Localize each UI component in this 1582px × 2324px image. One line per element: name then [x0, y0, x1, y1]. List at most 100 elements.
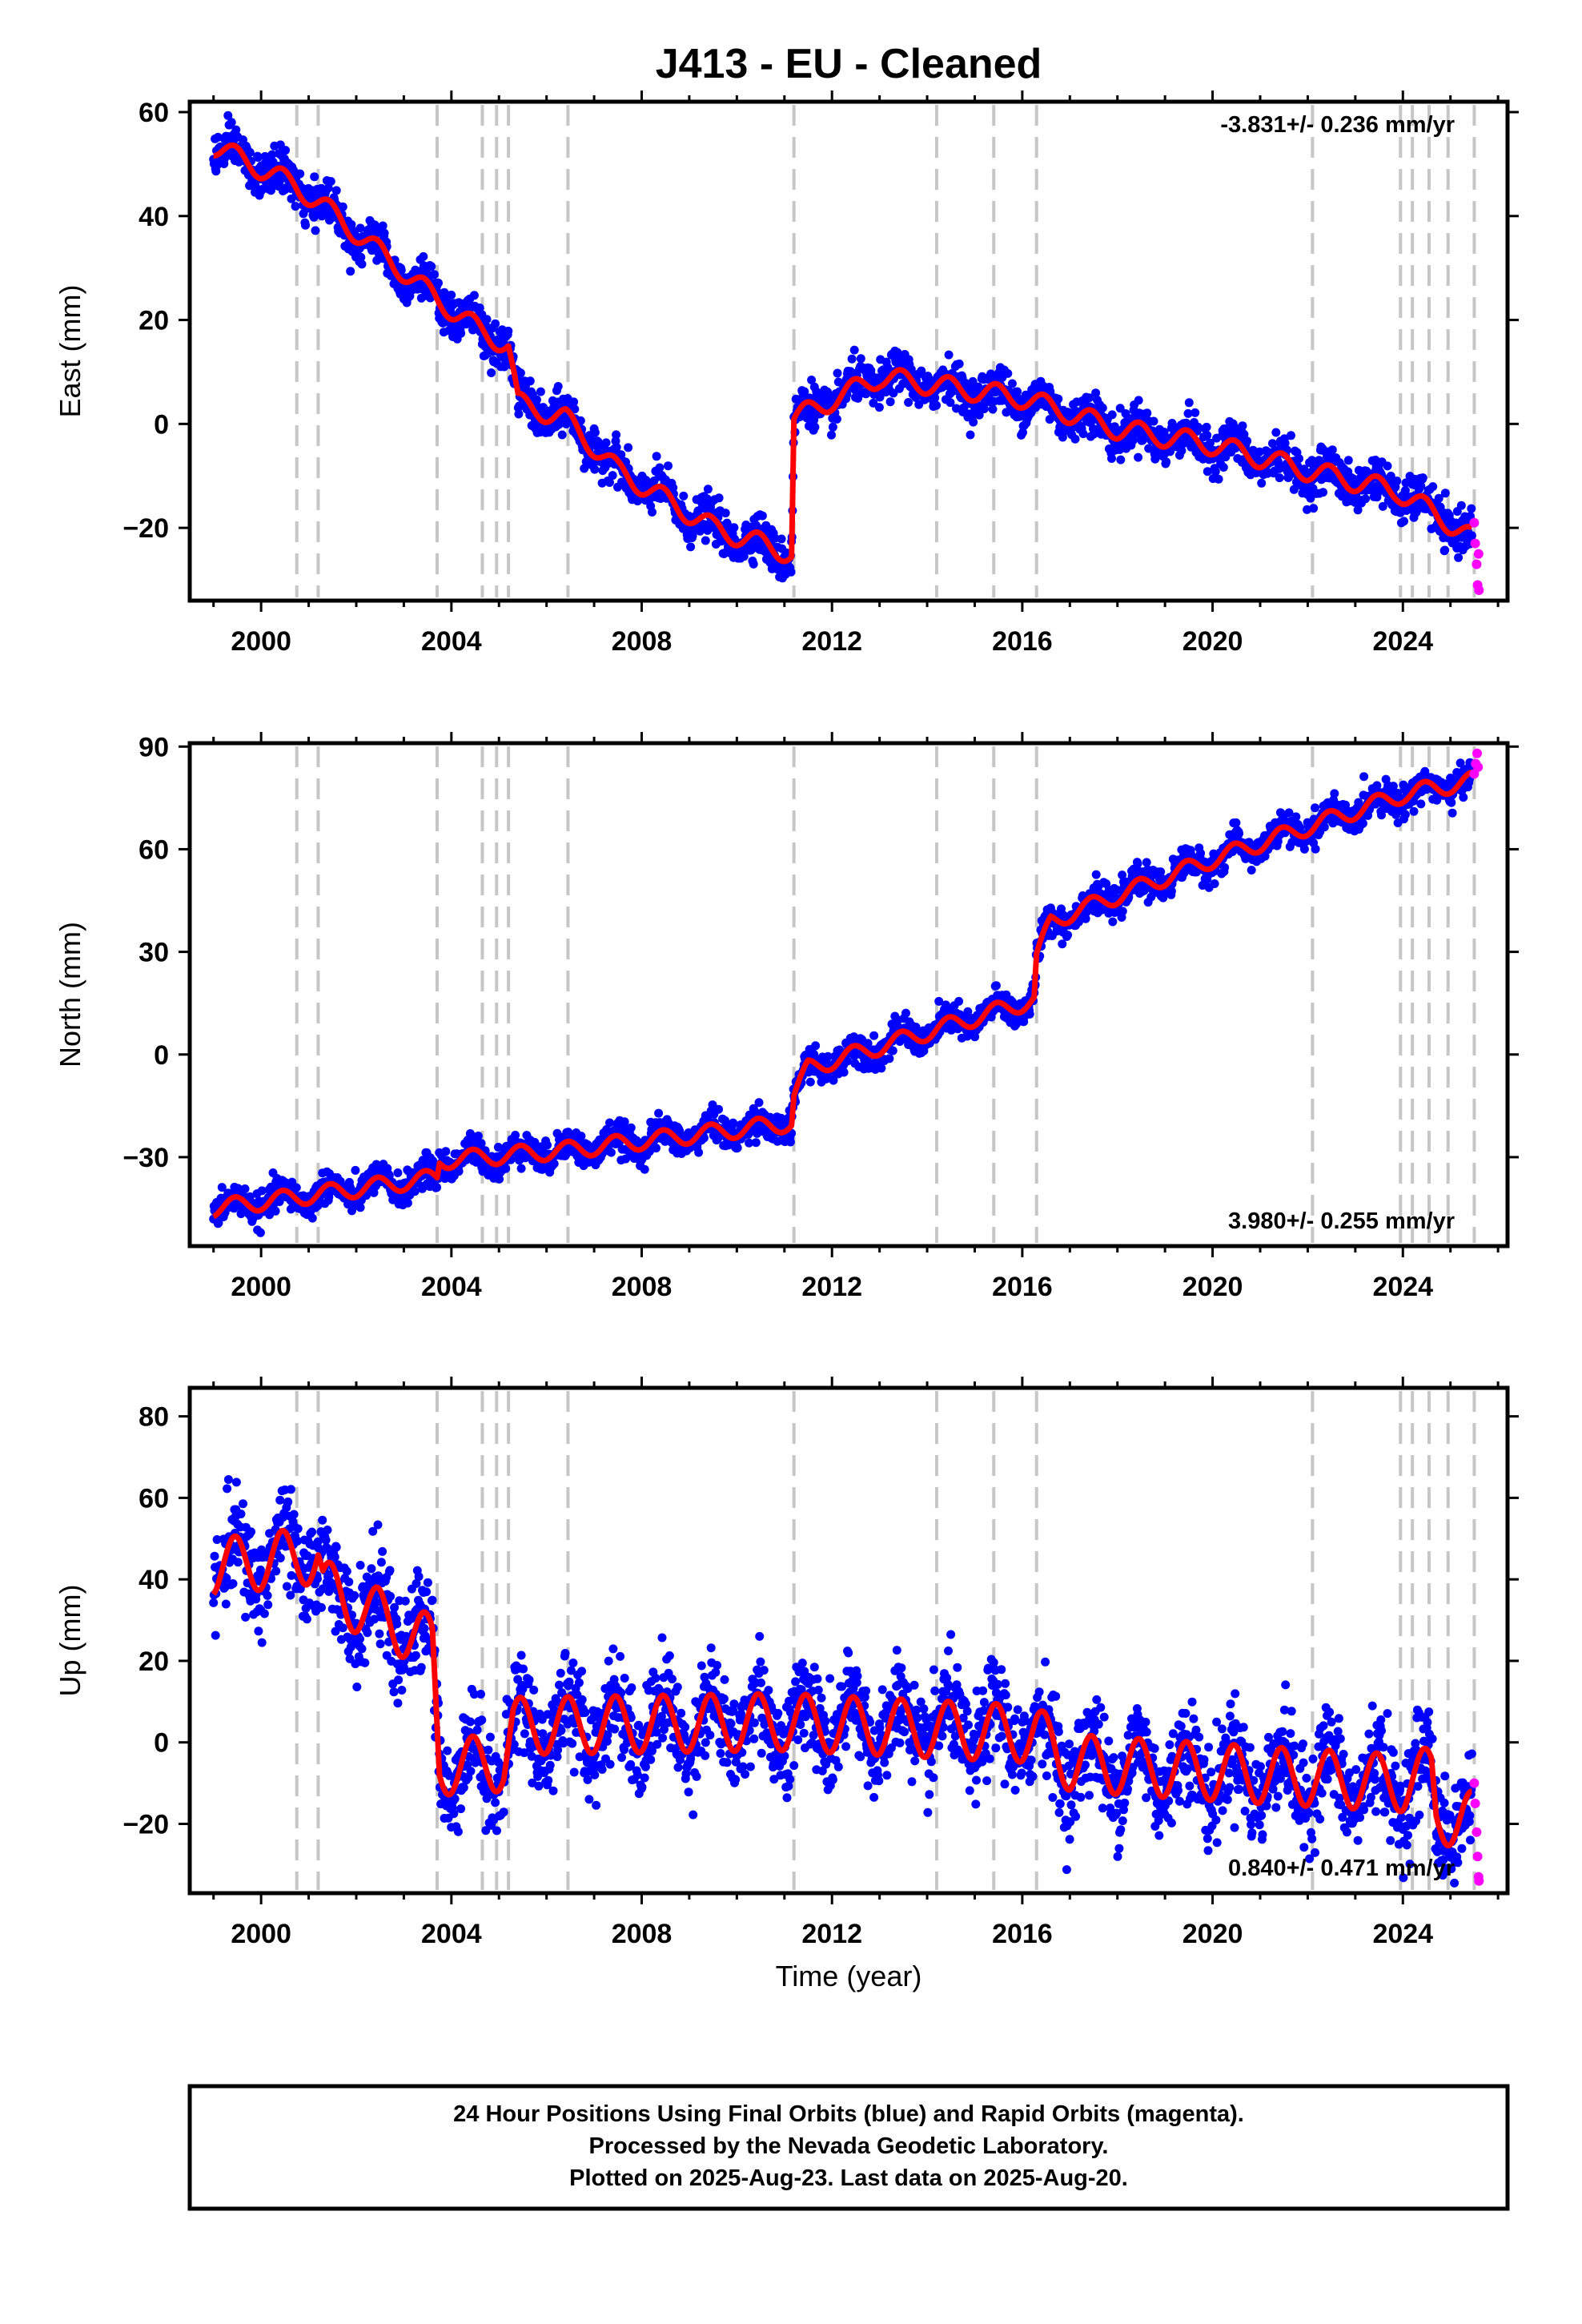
- data-point: [648, 508, 656, 517]
- data-point: [640, 1164, 649, 1174]
- data-point: [553, 382, 563, 391]
- data-point: [514, 409, 524, 419]
- data-point: [1295, 454, 1303, 464]
- data-point: [885, 397, 895, 407]
- data-point: [1383, 461, 1392, 471]
- data-point: [295, 169, 305, 179]
- data-point: [355, 223, 365, 233]
- data-point: [1327, 445, 1337, 455]
- data-point: [393, 1168, 403, 1177]
- data-point: [267, 186, 275, 195]
- data-point: [1108, 917, 1118, 927]
- rapid-point: [1474, 585, 1484, 595]
- data-point: [1203, 431, 1212, 440]
- data-point: [1191, 408, 1200, 417]
- x-tick-label: 2004: [421, 626, 482, 657]
- data-point: [223, 111, 233, 120]
- data-point: [219, 154, 229, 163]
- x-tick-label: 2012: [801, 626, 862, 657]
- data-point: [1128, 436, 1138, 445]
- data-point: [777, 534, 786, 544]
- x-tick-label: 2024: [1372, 626, 1433, 657]
- data-point: [1399, 517, 1408, 526]
- rapid-point: [1473, 549, 1484, 559]
- data-point: [271, 1206, 280, 1216]
- data-point: [240, 1184, 250, 1193]
- x-tick-label: 2008: [612, 626, 673, 657]
- data-point: [1440, 545, 1450, 555]
- y-tick-label: 60: [139, 98, 169, 128]
- data-point: [231, 125, 241, 135]
- data-point: [1107, 410, 1117, 420]
- data-point: [1418, 473, 1427, 483]
- data-point: [432, 1183, 442, 1192]
- data-point: [1309, 504, 1319, 513]
- data-point: [347, 219, 356, 229]
- data-point: [686, 542, 696, 552]
- data-point: [1118, 907, 1127, 916]
- data-point: [626, 1123, 636, 1132]
- data-point: [267, 150, 277, 159]
- data-point: [504, 326, 513, 336]
- data-point: [227, 118, 236, 127]
- data-point: [988, 404, 998, 414]
- data-point: [847, 354, 857, 364]
- data-point: [1428, 482, 1438, 492]
- data-point: [751, 1138, 761, 1148]
- data-point: [482, 315, 492, 324]
- data-point: [1231, 818, 1241, 827]
- data-point: [281, 146, 291, 155]
- data-point: [1116, 455, 1126, 464]
- y-tick-label: −20: [122, 513, 169, 544]
- data-point: [307, 1213, 317, 1223]
- data-point: [810, 422, 820, 432]
- data-point: [326, 177, 335, 186]
- rapid-point: [1469, 517, 1480, 528]
- data-point: [434, 278, 443, 287]
- data-point: [1184, 398, 1194, 408]
- data-point: [378, 221, 387, 231]
- data-point: [1177, 446, 1186, 456]
- data-point: [729, 523, 739, 533]
- data-point: [501, 1164, 511, 1173]
- data-point: [469, 291, 479, 300]
- y-axis-label: East (mm): [54, 285, 86, 418]
- data-point: [1247, 866, 1256, 875]
- data-point: [291, 1183, 301, 1192]
- data-point: [213, 132, 223, 142]
- data-point: [403, 1198, 412, 1208]
- data-point: [441, 1147, 451, 1156]
- data-point: [714, 493, 724, 503]
- data-point: [904, 398, 913, 407]
- data-point: [694, 1148, 704, 1157]
- data-point: [1003, 368, 1013, 378]
- data-point: [1142, 408, 1152, 418]
- velocity-label: -3.831+/- 0.236 mm/yr: [1220, 112, 1455, 138]
- data-point: [536, 387, 545, 396]
- data-point: [1063, 931, 1073, 940]
- y-tick-label: 0: [154, 409, 169, 440]
- data-point: [289, 166, 298, 175]
- data-point: [1219, 463, 1228, 472]
- data-point: [620, 1117, 629, 1127]
- data-point: [754, 1098, 764, 1108]
- data-point: [655, 463, 665, 472]
- east-panel: 2000 2004 2008 2012 2016 2020 20246040200−20Ea…: [54, 90, 1519, 657]
- plot-frame: [187, 99, 1510, 603]
- data-point: [966, 430, 975, 440]
- data-point: [1467, 504, 1476, 513]
- data-point: [355, 1203, 365, 1212]
- data-point: [590, 428, 600, 437]
- data-point: [785, 1137, 795, 1147]
- data-point: [323, 183, 333, 193]
- data-point: [714, 1104, 723, 1114]
- data-point: [811, 1041, 821, 1051]
- data-point: [827, 430, 836, 440]
- data-point: [729, 1118, 738, 1128]
- data-point: [456, 328, 466, 338]
- data-point: [833, 368, 842, 378]
- data-point: [251, 181, 260, 191]
- chart-title: J413 - EU - Cleaned: [656, 41, 1042, 87]
- data-point: [487, 368, 496, 377]
